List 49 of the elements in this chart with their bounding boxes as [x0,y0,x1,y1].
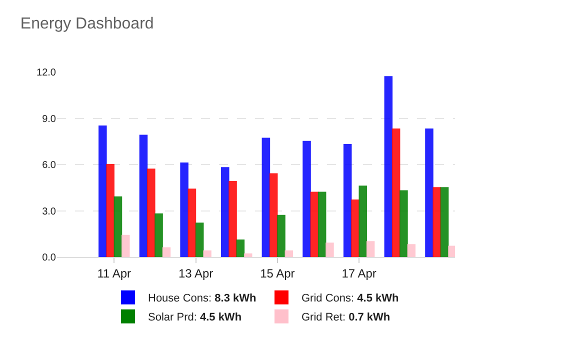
bar [269,173,278,257]
bar [244,253,252,257]
bar [106,164,114,257]
bar [277,214,286,257]
bar [358,186,368,257]
y-tick-label: 9.0 [42,114,56,125]
y-tick-label: 12.0 [36,68,56,78]
bar [228,180,237,257]
bar [139,134,148,257]
x-tick-label: 13 Apr [178,266,214,280]
bar [195,222,204,257]
bar [203,250,212,257]
bar [432,187,442,257]
bar [220,167,230,257]
legend-label: House Cons: 8.3 kWh [148,292,257,305]
bar [400,190,408,257]
bar [154,213,163,257]
bar [310,192,319,257]
legend-label: Grid Ret: 0.7 kWh [302,312,390,324]
legend-label: Grid Cons: 4.5 kWh [302,292,399,305]
bar [98,125,107,257]
x-tick-label: 15 Apr [260,266,295,280]
chart-title: Energy Dashboard [20,16,154,33]
bar [392,128,400,257]
bar [262,138,270,257]
x-tick-label: 17 Apr [342,266,376,280]
x-tick-label: 11 Apr [97,266,132,280]
bar [318,192,326,257]
bar [180,162,188,257]
y-tick-label: 0.0 [42,252,56,264]
bar [188,188,196,257]
bar [351,199,360,257]
bar [147,168,156,257]
bar [343,144,352,257]
legend-label: Solar Prd: 4.5 kWh [148,312,242,324]
bar [326,242,334,257]
y-tick-label: 6.0 [42,160,56,171]
bar [440,187,449,257]
bar [162,247,171,257]
y-tick-label: 3.0 [42,206,56,218]
bar [407,244,416,257]
bar [384,76,393,257]
bar [236,240,245,257]
bar [302,140,311,257]
bar [114,196,122,257]
bar [284,250,294,257]
bar [366,241,375,257]
bar [425,128,434,257]
bar [121,234,130,257]
